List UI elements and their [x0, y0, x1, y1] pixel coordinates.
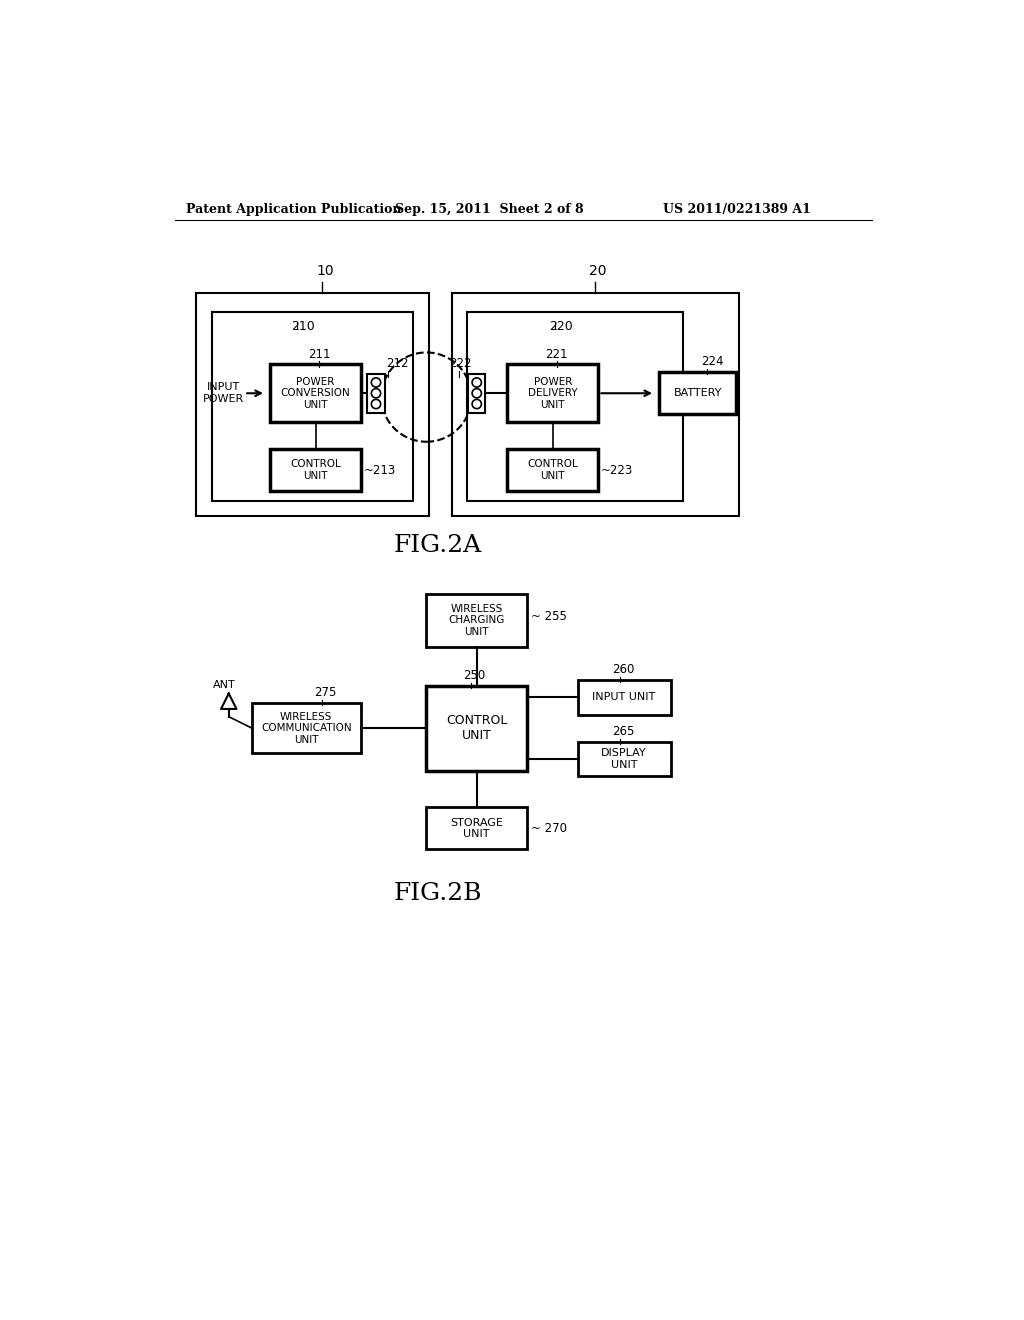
- Bar: [578, 680, 671, 714]
- Bar: [468, 374, 485, 412]
- Text: INPUT
POWER: INPUT POWER: [203, 383, 244, 404]
- Text: WIRELESS
CHARGING
UNIT: WIRELESS CHARGING UNIT: [449, 603, 505, 638]
- Text: WIRELESS
COMMUNICATION
UNIT: WIRELESS COMMUNICATION UNIT: [261, 711, 351, 744]
- Text: 221: 221: [545, 347, 567, 360]
- Text: 212: 212: [386, 358, 409, 370]
- Bar: [368, 374, 385, 412]
- Text: 250: 250: [463, 669, 485, 682]
- Bar: [452, 293, 738, 516]
- Bar: [252, 704, 360, 754]
- Text: 20: 20: [589, 264, 606, 277]
- Text: US 2011/0221389 A1: US 2011/0221389 A1: [663, 203, 811, 216]
- Text: 260: 260: [612, 663, 635, 676]
- Text: Patent Application Publication: Patent Application Publication: [186, 203, 401, 216]
- Text: CONTROL
UNIT: CONTROL UNIT: [446, 714, 508, 742]
- Text: ~ 255: ~ 255: [531, 610, 567, 623]
- Text: 211: 211: [308, 347, 331, 360]
- Text: INPUT UNIT: INPUT UNIT: [592, 693, 655, 702]
- Bar: [426, 686, 527, 771]
- Bar: [270, 364, 361, 422]
- Bar: [507, 449, 598, 491]
- Text: BATTERY: BATTERY: [674, 388, 722, 399]
- Text: ~213: ~213: [364, 463, 396, 477]
- Bar: [467, 313, 683, 502]
- Bar: [426, 807, 527, 850]
- Bar: [426, 594, 527, 647]
- Text: Sep. 15, 2011  Sheet 2 of 8: Sep. 15, 2011 Sheet 2 of 8: [395, 203, 584, 216]
- Bar: [658, 372, 736, 414]
- Text: 275: 275: [314, 686, 336, 700]
- Bar: [507, 364, 598, 422]
- Bar: [578, 742, 671, 776]
- Text: ANT: ANT: [213, 680, 236, 689]
- Bar: [270, 449, 361, 491]
- Text: ~ 270: ~ 270: [531, 822, 567, 834]
- Text: POWER
CONVERSION
UNIT: POWER CONVERSION UNIT: [281, 376, 350, 409]
- Bar: [212, 313, 414, 502]
- Text: 220: 220: [549, 321, 572, 333]
- Text: DISPLAY
UNIT: DISPLAY UNIT: [601, 748, 647, 770]
- Bar: [197, 293, 429, 516]
- Text: CONTROL
UNIT: CONTROL UNIT: [527, 459, 579, 480]
- Text: 224: 224: [701, 355, 724, 368]
- Text: POWER
DELIVERY
UNIT: POWER DELIVERY UNIT: [528, 376, 578, 409]
- Text: 10: 10: [316, 264, 334, 277]
- Text: 265: 265: [612, 725, 635, 738]
- Text: 222: 222: [449, 358, 471, 370]
- Text: CONTROL
UNIT: CONTROL UNIT: [290, 459, 341, 480]
- Text: STORAGE
UNIT: STORAGE UNIT: [451, 817, 503, 840]
- Text: FIG.2B: FIG.2B: [394, 882, 482, 906]
- Text: ~223: ~223: [601, 463, 633, 477]
- Text: 210: 210: [291, 321, 314, 333]
- Text: FIG.2A: FIG.2A: [394, 535, 482, 557]
